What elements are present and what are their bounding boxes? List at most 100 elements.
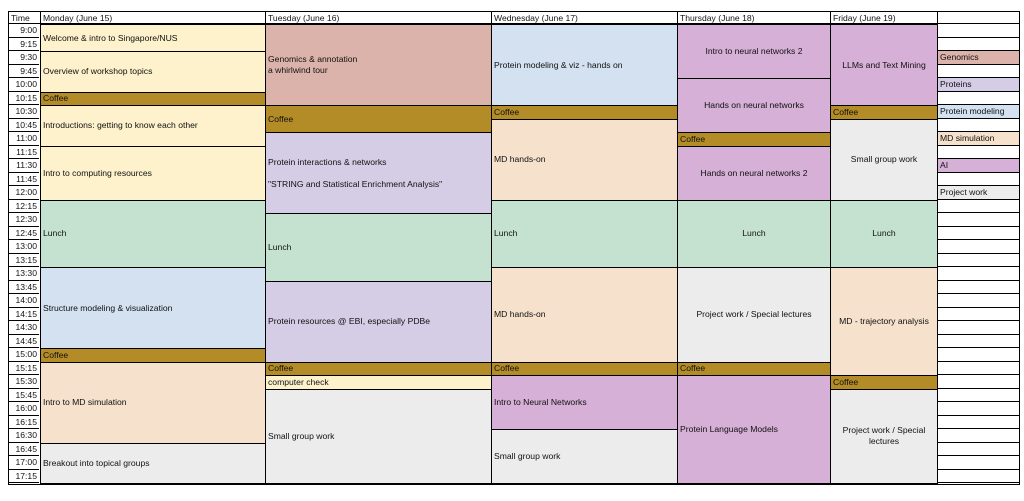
coffee-break-wednesday: Coffee: [491, 361, 678, 376]
session-label: Lunch: [872, 228, 896, 239]
session-block-monday: Intro to MD simulation: [40, 361, 266, 444]
session-label: Protein modeling & viz - hands on: [494, 59, 623, 70]
day-header-thursday: Thursday (June 18): [677, 11, 830, 24]
time-label: 9:15: [8, 37, 39, 51]
coffee-break-thursday: Coffee: [677, 132, 831, 147]
legend-empty-row: [937, 307, 1020, 321]
session-label: Lunch: [268, 241, 292, 252]
time-label: 13:00: [8, 240, 39, 254]
coffee-break-monday: Coffee: [40, 348, 266, 363]
coffee-break-monday: Coffee: [40, 91, 266, 106]
lunch-block-tuesday: Lunch: [265, 213, 492, 282]
session-block-wednesday: MD hands-on: [491, 118, 678, 201]
session-block-tuesday: computer check: [265, 375, 492, 390]
legend-empty-row: [937, 24, 1020, 38]
legend-label: Protein modeling: [940, 106, 1005, 116]
legend-empty-row: [937, 145, 1020, 159]
session-label: Intro to computing resources: [43, 167, 152, 178]
time-label: 9:30: [8, 51, 39, 65]
legend-empty-row: [937, 456, 1020, 470]
coffee-break-thursday: Coffee: [677, 361, 831, 376]
session-block-monday: Intro to computing resources: [40, 145, 266, 201]
legend-empty-row: [937, 226, 1020, 240]
session-block-tuesday: Protein resources @ EBI, especially PDBe: [265, 280, 492, 363]
time-label: 14:15: [8, 307, 39, 321]
time-label: 12:30: [8, 213, 39, 227]
legend-item-project-work: Project work: [937, 186, 1020, 200]
time-label: 11:00: [8, 132, 39, 146]
session-block-monday: Breakout into topical groups: [40, 442, 266, 484]
legend-empty-row: [937, 361, 1020, 375]
time-label: 9:00: [8, 24, 39, 38]
session-label: Small group work: [850, 154, 918, 164]
time-label: 13:30: [8, 267, 39, 281]
legend-empty-row: [937, 118, 1020, 132]
time-label: 17:15: [8, 469, 39, 483]
time-label: 11:30: [8, 159, 39, 173]
time-label: 10:30: [8, 105, 39, 119]
legend-label: AI: [940, 160, 949, 170]
time-label: 16:45: [8, 442, 39, 456]
session-label: Coffee: [43, 349, 69, 360]
session-label: Coffee: [268, 113, 294, 124]
coffee-break-tuesday: Coffee: [265, 361, 492, 376]
legend-item-genomics: Genomics: [937, 51, 1020, 65]
lunch-block-monday: Lunch: [40, 199, 266, 268]
time-label: 12:00: [8, 186, 39, 200]
session-label: Protein resources @ EBI, especially PDBe: [268, 316, 431, 326]
time-label: 14:45: [8, 334, 39, 348]
time-label: 15:45: [8, 388, 39, 402]
session-block-wednesday: Small group work: [491, 429, 678, 484]
session-block-wednesday: Intro to Neural Networks: [491, 375, 678, 430]
time-label: 10:00: [8, 78, 39, 92]
day-header-tuesday: Tuesday (June 16): [265, 11, 491, 24]
legend-empty-row: [937, 402, 1020, 416]
time-label: 15:00: [8, 348, 39, 362]
time-label: 15:15: [8, 361, 39, 375]
session-label: MD - trajectory analysis: [839, 316, 929, 326]
session-label: Coffee: [268, 363, 294, 374]
legend-empty-row: [937, 415, 1020, 429]
session-block-friday: MD - trajectory analysis: [830, 267, 938, 376]
day-header-wednesday: Wednesday (June 17): [491, 11, 677, 24]
session-label: Coffee: [43, 93, 69, 104]
time-label: 12:45: [8, 226, 39, 240]
time-label: 13:15: [8, 253, 39, 267]
legend-empty-row: [937, 199, 1020, 213]
legend-item-ai: AI: [937, 159, 1020, 173]
session-block-monday: Welcome & intro to Singapore/NUS: [40, 24, 266, 52]
session-label: Small group work: [268, 430, 335, 441]
legend-empty-row: [937, 172, 1020, 186]
legend-empty-row: [937, 91, 1020, 105]
session-label: Project work / Special lectures: [696, 309, 812, 320]
session-label: Structure modeling & visualization: [43, 302, 173, 313]
legend-empty-row: [937, 429, 1020, 443]
lunch-block-thursday: Lunch: [677, 199, 831, 268]
session-block-thursday: Project work / Special lectures: [677, 267, 831, 363]
session-block-monday: Introductions: getting to know each othe…: [40, 105, 266, 147]
lunch-block-wednesday: Lunch: [491, 199, 678, 268]
legend-label: Project work: [940, 187, 988, 197]
legend-empty-row: [937, 253, 1020, 267]
session-label: Hands on neural networks: [704, 100, 804, 110]
session-label: MD hands-on: [494, 154, 546, 164]
time-label: 16:30: [8, 429, 39, 443]
time-label: 15:30: [8, 375, 39, 389]
session-block-wednesday: Protein modeling & viz - hands on: [491, 24, 678, 106]
session-block-thursday: Hands on neural networks: [677, 78, 831, 133]
legend-empty-row: [937, 37, 1020, 51]
session-label: Intro to neural networks 2: [705, 46, 803, 56]
session-label: Overview of workshop topics: [43, 66, 153, 77]
time-label: 13:45: [8, 280, 39, 294]
session-label: Hands on neural networks 2: [700, 167, 808, 178]
legend-empty-row: [937, 375, 1020, 389]
time-label: 10:45: [8, 118, 39, 132]
session-label: Lunch: [494, 228, 518, 239]
lunch-block-friday: Lunch: [830, 199, 938, 268]
session-label: Intro to Neural Networks: [494, 397, 587, 407]
session-block-tuesday: Genomics & annotation a whirlwind tour: [265, 24, 492, 106]
legend-empty-row: [937, 334, 1020, 348]
session-block-friday: Project work / Special lectures: [830, 388, 938, 484]
session-block-tuesday: Small group work: [265, 388, 492, 484]
time-label: 11:45: [8, 172, 39, 186]
